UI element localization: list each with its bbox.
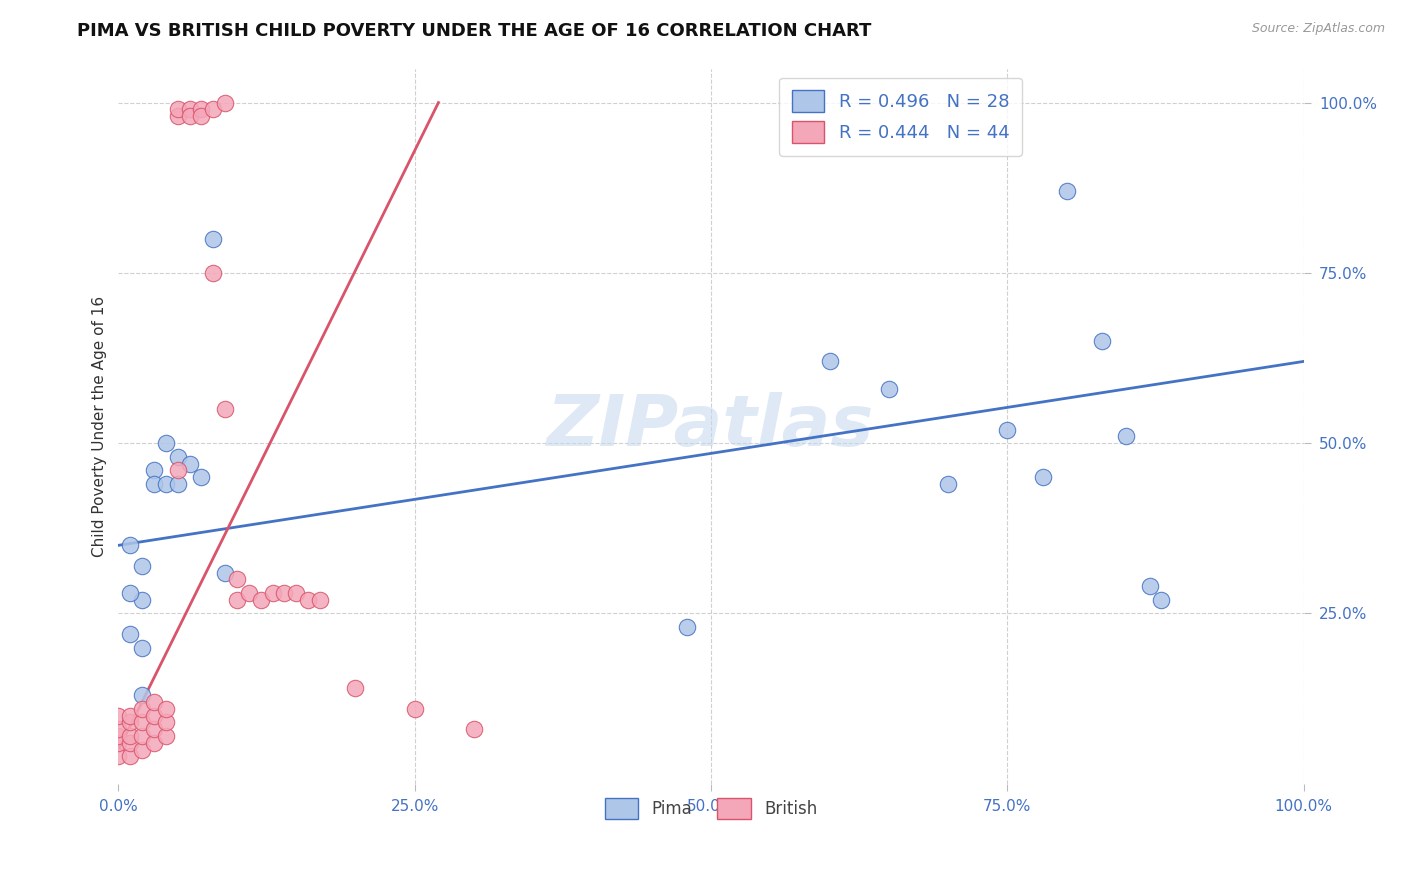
Point <box>131 640 153 655</box>
Point <box>166 477 188 491</box>
Point <box>143 477 166 491</box>
Point <box>143 695 166 709</box>
Point <box>179 109 201 123</box>
Text: Source: ZipAtlas.com: Source: ZipAtlas.com <box>1251 22 1385 36</box>
Point <box>344 681 367 696</box>
Point <box>120 627 142 641</box>
Legend: Pima, British: Pima, British <box>598 792 824 825</box>
Point <box>226 573 249 587</box>
Point <box>120 729 142 743</box>
Point <box>120 749 142 764</box>
Point <box>285 586 308 600</box>
Point <box>1091 334 1114 348</box>
Point <box>107 749 129 764</box>
Point <box>131 702 153 716</box>
Point <box>1150 592 1173 607</box>
Point <box>202 232 225 246</box>
Point <box>166 109 188 123</box>
Point <box>179 457 201 471</box>
Point <box>309 592 332 607</box>
Point <box>131 729 153 743</box>
Point <box>120 715 142 730</box>
Point <box>120 708 142 723</box>
Point <box>131 742 153 756</box>
Point <box>155 702 177 716</box>
Y-axis label: Child Poverty Under the Age of 16: Child Poverty Under the Age of 16 <box>93 295 107 557</box>
Point <box>936 477 959 491</box>
Point <box>155 729 177 743</box>
Point <box>131 715 153 730</box>
Point <box>190 470 212 484</box>
Point <box>120 586 142 600</box>
Point <box>404 702 426 716</box>
Point <box>202 266 225 280</box>
Point <box>131 688 153 702</box>
Point <box>190 103 212 117</box>
Point <box>297 592 319 607</box>
Point <box>166 103 188 117</box>
Point <box>463 723 485 737</box>
Point <box>273 586 295 600</box>
Point <box>818 354 841 368</box>
Point <box>676 620 699 634</box>
Point <box>214 402 236 417</box>
Point <box>1056 184 1078 198</box>
Point <box>155 436 177 450</box>
Point <box>249 592 271 607</box>
Point <box>143 723 166 737</box>
Point <box>226 592 249 607</box>
Point <box>143 708 166 723</box>
Point <box>166 450 188 464</box>
Point <box>202 103 225 117</box>
Point <box>238 586 260 600</box>
Point <box>877 382 900 396</box>
Point <box>995 423 1018 437</box>
Point <box>155 477 177 491</box>
Point <box>107 708 129 723</box>
Point <box>120 736 142 750</box>
Point <box>131 592 153 607</box>
Point <box>1115 429 1137 443</box>
Text: ZIPatlas: ZIPatlas <box>547 392 875 460</box>
Point <box>155 715 177 730</box>
Point <box>107 723 129 737</box>
Point <box>262 586 284 600</box>
Point <box>1139 579 1161 593</box>
Point <box>107 736 129 750</box>
Point <box>190 109 212 123</box>
Point <box>120 538 142 552</box>
Point <box>179 103 201 117</box>
Text: PIMA VS BRITISH CHILD POVERTY UNDER THE AGE OF 16 CORRELATION CHART: PIMA VS BRITISH CHILD POVERTY UNDER THE … <box>77 22 872 40</box>
Point <box>107 729 129 743</box>
Point <box>1032 470 1054 484</box>
Point <box>143 463 166 477</box>
Point <box>143 736 166 750</box>
Point <box>131 558 153 573</box>
Point <box>214 95 236 110</box>
Point <box>166 463 188 477</box>
Point <box>214 566 236 580</box>
